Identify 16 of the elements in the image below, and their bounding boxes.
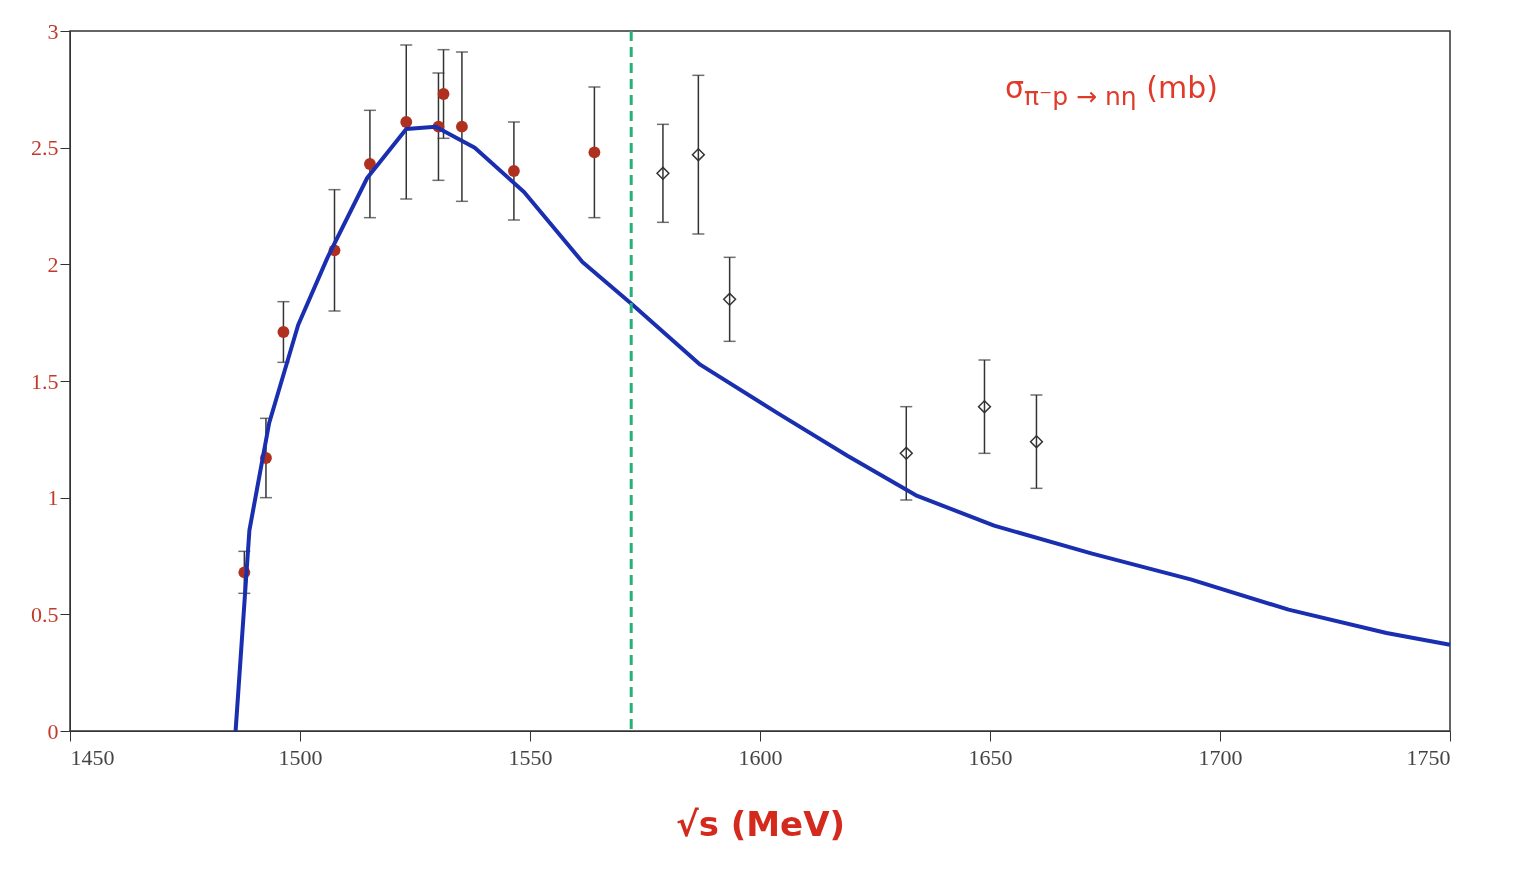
y-tick-label: 2	[47, 251, 59, 277]
y-tick-label: 1.5	[31, 368, 59, 394]
annotation: σ$_{π⁻p → nη}$ (mb)	[1005, 70, 1218, 111]
x-tick-label: 1500	[278, 744, 323, 770]
y-tick-label: 2.5	[31, 135, 59, 161]
x-tick-label: 1550	[508, 744, 553, 770]
y-tick-label: 1	[47, 485, 59, 511]
x-tick-label: 1750	[1406, 744, 1451, 770]
x-tick-label: 1450	[70, 744, 115, 770]
x-tick-label: 1650	[968, 744, 1013, 770]
x-tick-label: 1600	[738, 744, 783, 770]
y-tick-label: 0	[47, 718, 59, 744]
x-tick-label: 1700	[1198, 744, 1243, 770]
y-tick-label: 0.5	[31, 601, 59, 627]
x-axis-title: √s (MeV)	[675, 803, 846, 844]
y-tick-label: 3	[47, 18, 59, 44]
